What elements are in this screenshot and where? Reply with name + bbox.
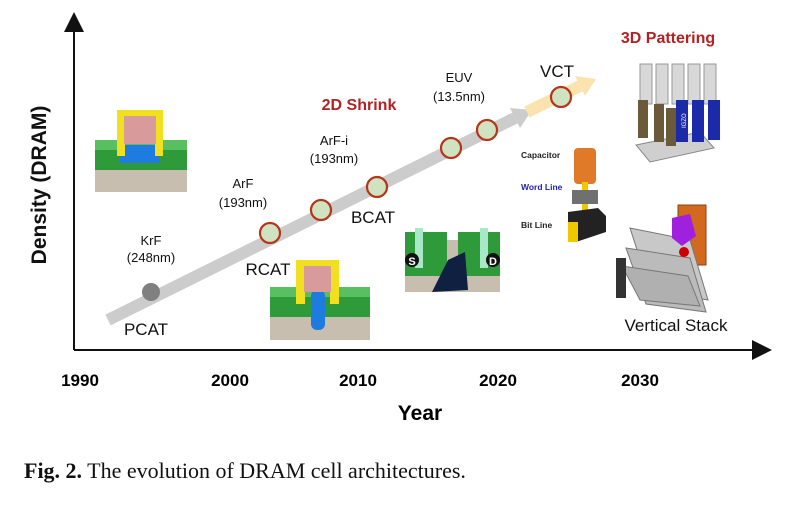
- litho-arf-name: ArF: [233, 176, 254, 191]
- x-axis-label: Year: [398, 402, 442, 425]
- rcat-illustration: [270, 260, 370, 340]
- arch-pcat: PCAT: [124, 320, 168, 339]
- vertical-stack-illustration: [616, 204, 709, 313]
- node-rcat: [309, 198, 333, 222]
- y-axis-label: Density (DRAM): [28, 106, 51, 265]
- x-tick-2020: 2020: [479, 371, 517, 390]
- x-tick-2010: 2010: [339, 371, 377, 390]
- node-arf: [258, 221, 282, 245]
- igzo-pillar-illustration: IGZO: [635, 63, 720, 163]
- figure-caption: Fig. 2. The evolution of DRAM cell archi…: [24, 458, 466, 483]
- igzo-label: IGZO: [682, 113, 688, 128]
- node-bcat: [365, 175, 389, 199]
- vct-word-line-label: Word Line: [521, 182, 563, 192]
- litho-krf-name: KrF: [141, 233, 162, 248]
- pcat-illustration: [95, 110, 187, 192]
- vct-bit-line-label: Bit Line: [521, 220, 552, 230]
- arch-vct: VCT: [540, 62, 574, 81]
- node-euv-2: [475, 118, 499, 142]
- vct-capacitor-label: Capacitor: [521, 150, 561, 160]
- litho-arf-wavelength: (193nm): [219, 195, 267, 210]
- arch-rcat: RCAT: [245, 260, 290, 279]
- caption-text: The evolution of DRAM cell architectures…: [82, 458, 466, 483]
- bcat-source-label: S: [408, 256, 415, 268]
- x-tick-2000: 2000: [211, 371, 249, 390]
- litho-euv-name: EUV: [446, 70, 473, 85]
- arch-vertical-stack: Vertical Stack: [625, 316, 728, 335]
- x-tick-2030: 2030: [621, 371, 659, 390]
- arch-bcat: BCAT: [351, 208, 395, 227]
- node-pcat: [142, 283, 160, 301]
- bcat-illustration: S D: [405, 228, 500, 292]
- caption-label: Fig. 2.: [24, 458, 82, 483]
- vct-cell-illustration: Capacitor Word Line Bit Line: [521, 148, 606, 242]
- litho-euv-wavelength: (13.5nm): [433, 89, 485, 104]
- bcat-drain-label: D: [489, 256, 497, 268]
- node-euv-1: [439, 136, 463, 160]
- phase-3d-patterning: 3D Pattering: [621, 30, 715, 47]
- litho-arfi-name: ArF-i: [320, 133, 348, 148]
- litho-arfi-wavelength: (193nm): [310, 151, 358, 166]
- node-vct: [549, 85, 573, 109]
- phase-2d-shrink: 2D Shrink: [322, 97, 397, 114]
- litho-krf-wavelength: (248nm): [127, 250, 175, 265]
- x-tick-1990: 1990: [61, 371, 99, 390]
